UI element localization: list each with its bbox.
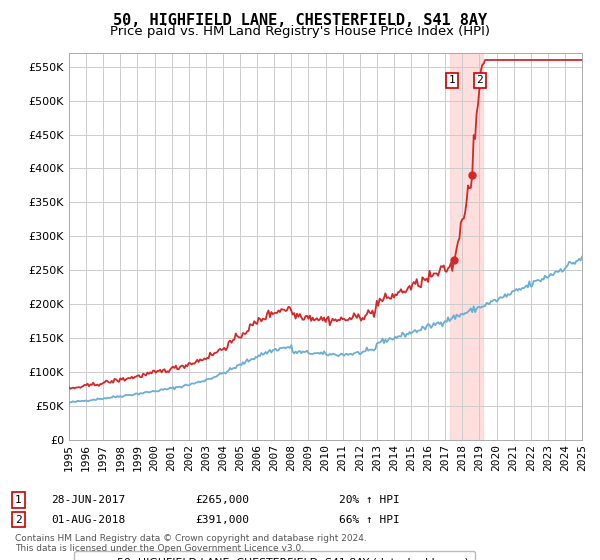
Bar: [451, 53, 483, 440]
Text: Price paid vs. HM Land Registry's House Price Index (HPI): Price paid vs. HM Land Registry's House …: [110, 25, 490, 38]
Text: 1: 1: [15, 495, 22, 505]
Legend: 50, HIGHFIELD LANE, CHESTERFIELD, S41 8AY (detached house), HPI: Average price, : 50, HIGHFIELD LANE, CHESTERFIELD, S41 8A…: [74, 551, 475, 560]
Text: 2: 2: [15, 515, 22, 525]
Text: Contains HM Land Registry data © Crown copyright and database right 2024.
This d: Contains HM Land Registry data © Crown c…: [15, 534, 367, 553]
Text: £265,000: £265,000: [195, 495, 249, 505]
Text: 01-AUG-2018: 01-AUG-2018: [51, 515, 125, 525]
Text: 2: 2: [476, 75, 484, 85]
Text: 20% ↑ HPI: 20% ↑ HPI: [339, 495, 400, 505]
Text: 1: 1: [449, 75, 455, 85]
Text: 66% ↑ HPI: 66% ↑ HPI: [339, 515, 400, 525]
Text: £391,000: £391,000: [195, 515, 249, 525]
Text: 50, HIGHFIELD LANE, CHESTERFIELD, S41 8AY: 50, HIGHFIELD LANE, CHESTERFIELD, S41 8A…: [113, 13, 487, 28]
Text: 28-JUN-2017: 28-JUN-2017: [51, 495, 125, 505]
